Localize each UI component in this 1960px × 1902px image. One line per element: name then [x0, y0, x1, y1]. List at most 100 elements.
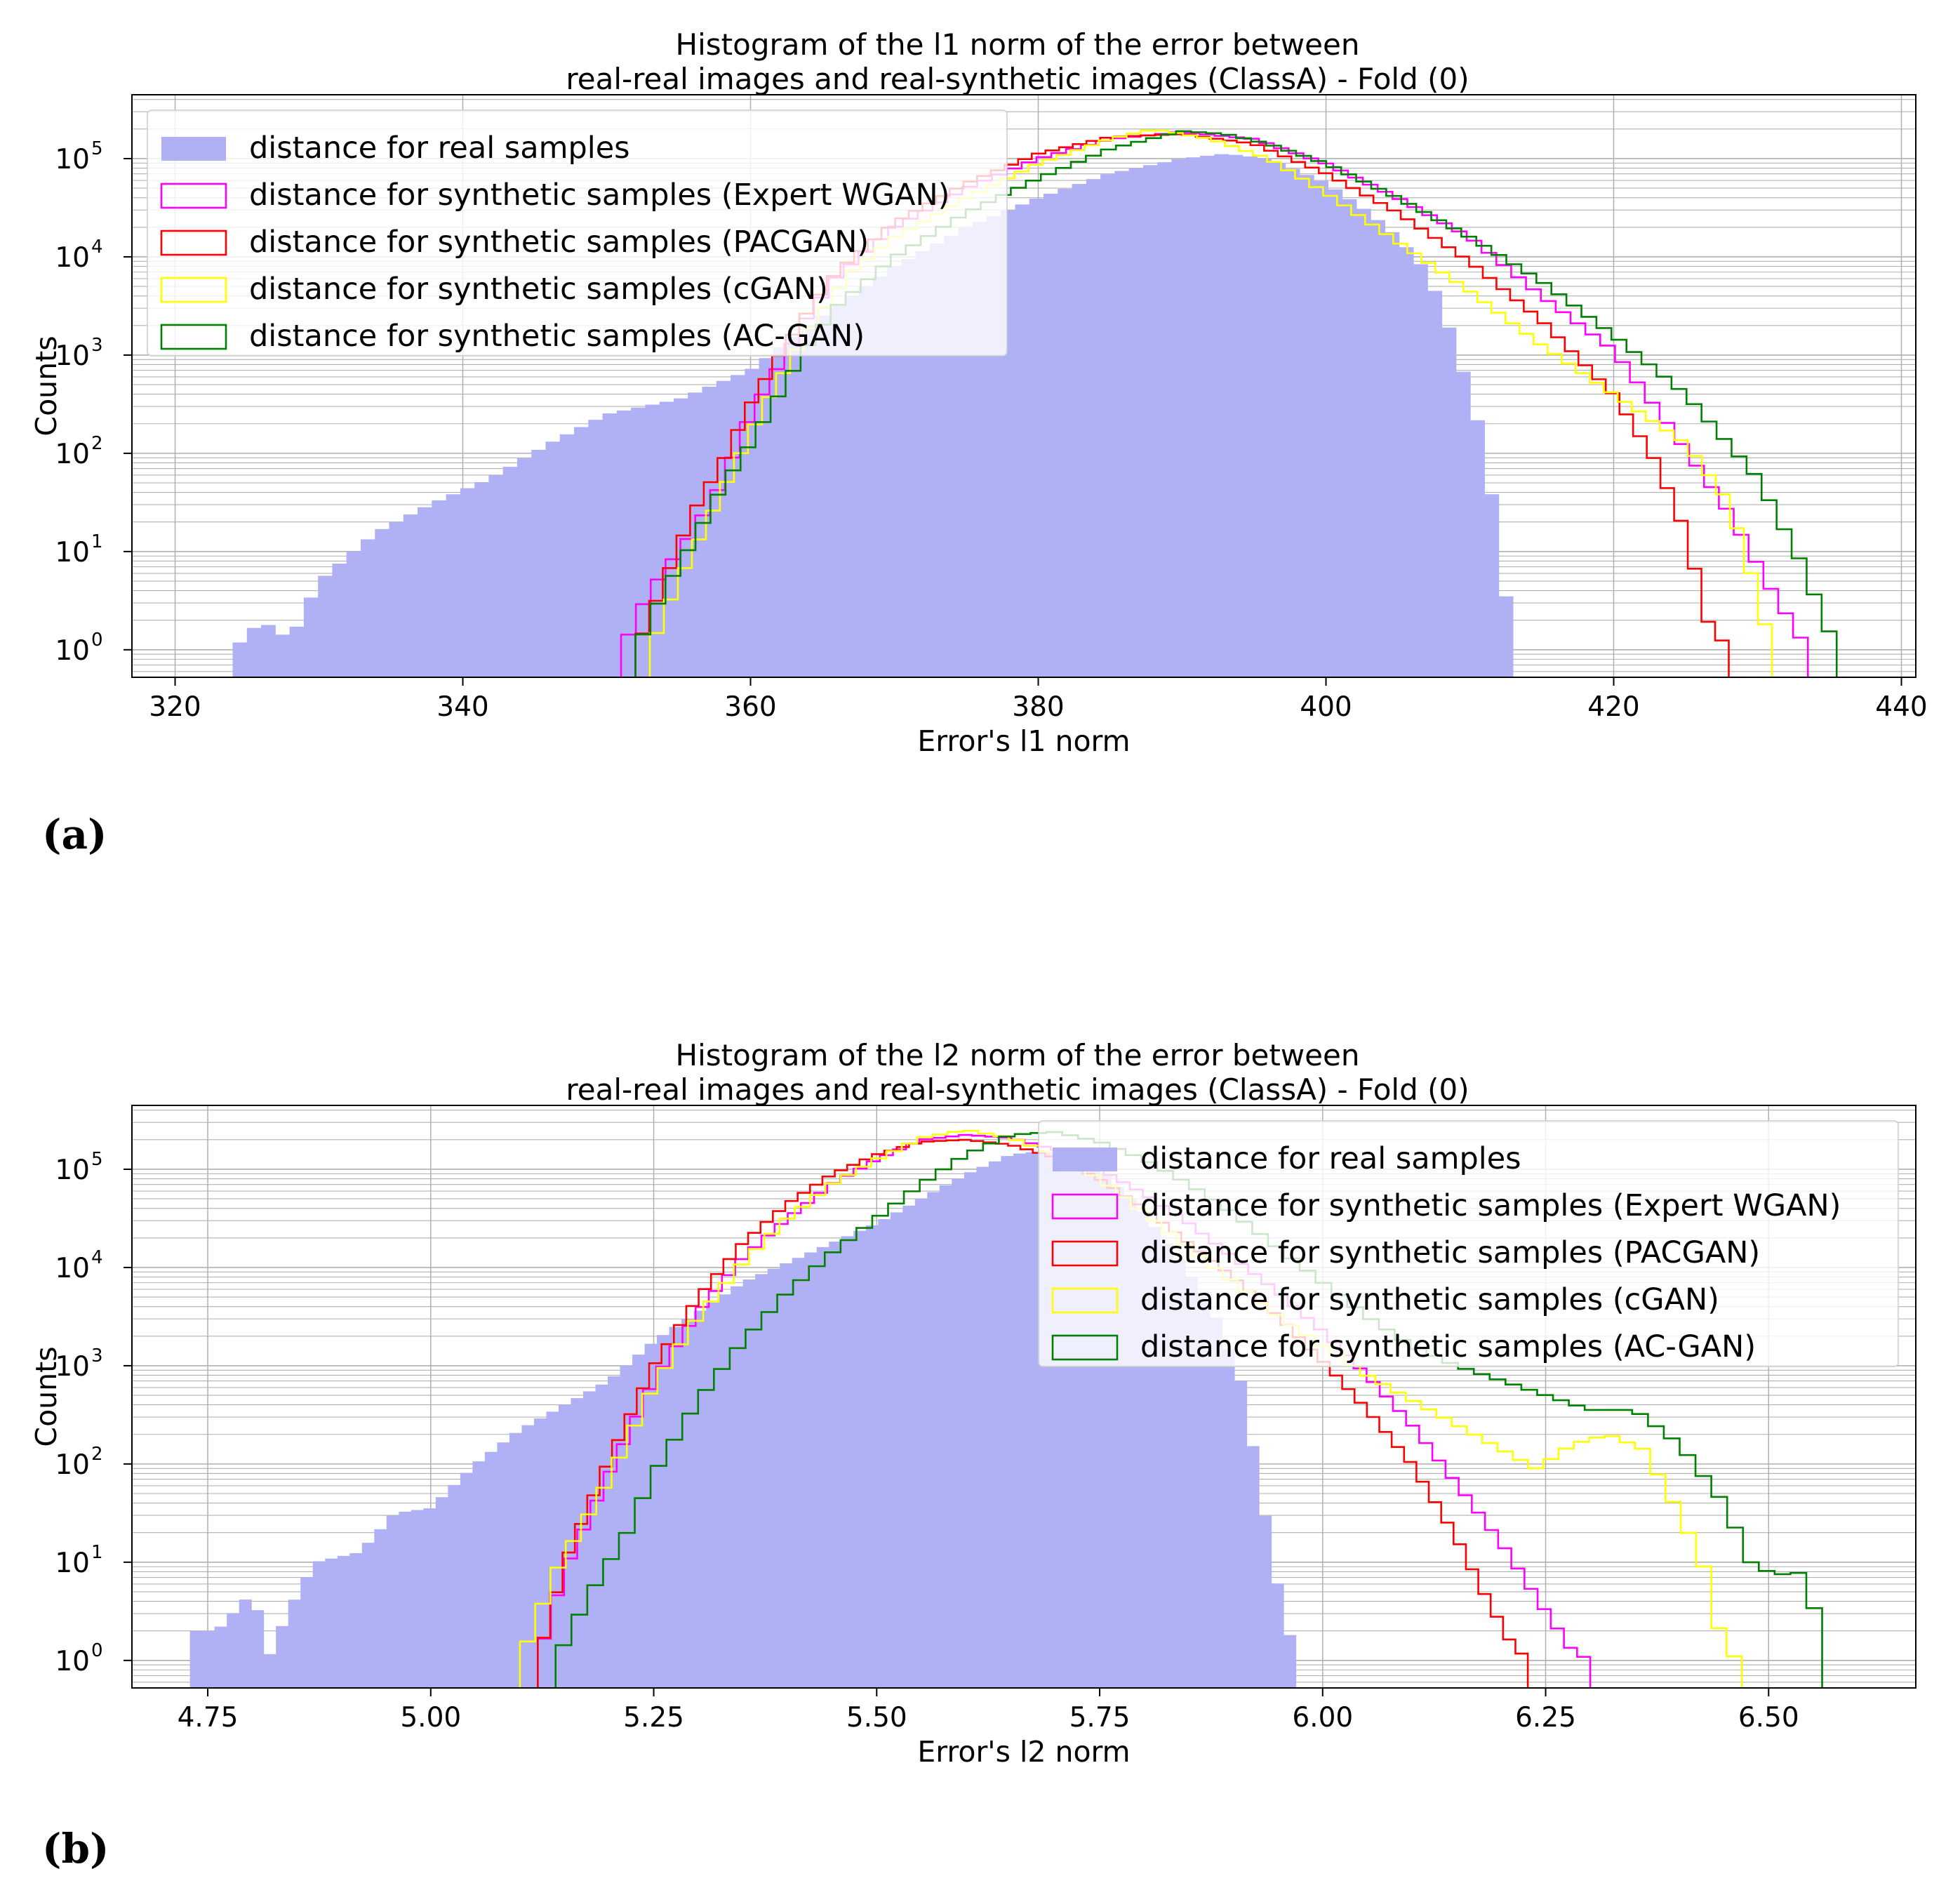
real-bar	[767, 1268, 780, 1688]
real-bar	[1427, 291, 1443, 677]
real-bar	[516, 458, 532, 677]
real-bar	[659, 401, 674, 677]
x-axis-label: Error's l1 norm	[917, 724, 1130, 758]
panel-label-a: (a)	[42, 811, 107, 858]
x-tick-label: 6.00	[1292, 1702, 1353, 1734]
real-bar	[497, 1442, 510, 1688]
real-bar	[1015, 204, 1030, 678]
real-bar	[595, 1384, 608, 1688]
real-bar	[474, 481, 489, 677]
real-bar	[1086, 179, 1101, 678]
real-bar	[509, 1432, 522, 1688]
real-bar	[780, 1263, 793, 1688]
y-axis-label: Counts	[29, 335, 63, 436]
real-bar	[361, 1543, 375, 1688]
legend-swatch-real	[161, 137, 226, 161]
real-bar	[887, 267, 902, 677]
real-bar	[976, 1166, 989, 1688]
real-bar	[878, 1219, 891, 1688]
real-bar	[403, 514, 418, 677]
real-bar	[718, 1294, 731, 1688]
real-bar	[1157, 162, 1172, 678]
x-tick-label: 5.25	[623, 1702, 684, 1734]
real-bar	[1259, 1515, 1272, 1688]
real-bar	[631, 407, 646, 677]
real-bar	[559, 434, 575, 677]
legend-swatch-pacgan	[160, 230, 227, 256]
legend: distance for real samples distance for sy…	[1038, 1120, 1899, 1367]
real-bar	[632, 1355, 646, 1688]
real-bar	[616, 410, 632, 677]
real-bar	[1058, 189, 1073, 677]
x-tick-label: 5.75	[1069, 1702, 1131, 1734]
real-bar	[872, 277, 888, 677]
real-bar	[588, 420, 604, 677]
real-bar	[602, 413, 618, 677]
real-bar	[1314, 180, 1328, 677]
legend-swatch-cgan	[1051, 1287, 1119, 1314]
y-tick-label: 10	[55, 439, 90, 470]
real-bar	[202, 1630, 215, 1688]
real-bar	[275, 634, 291, 677]
real-bar	[1413, 264, 1428, 677]
legend-swatch-ac-gan	[1051, 1334, 1119, 1361]
real-bar	[1498, 596, 1514, 677]
real-bar	[952, 1178, 965, 1688]
plot-frame	[131, 1105, 1916, 1689]
real-bar	[1484, 494, 1500, 677]
real-bar	[829, 1242, 842, 1688]
legend-label: distance for synthetic samples (AC-GAN)	[1140, 1329, 1756, 1364]
y-tick-exponent: 5	[91, 138, 103, 159]
x-tick-label: 4.75	[178, 1702, 239, 1734]
legend-swatch-real	[1053, 1148, 1117, 1171]
real-bar	[251, 1610, 265, 1688]
x-tick-label: 400	[1300, 691, 1352, 723]
real-bar	[533, 1418, 547, 1688]
real-bar	[1197, 1296, 1211, 1688]
y-tick-label: 10	[55, 635, 90, 667]
real-bar	[1001, 1156, 1014, 1688]
real-bar	[1185, 157, 1201, 677]
real-bar	[853, 1230, 867, 1688]
legend-swatch-expert-wgan	[1051, 1193, 1119, 1220]
real-bar	[545, 441, 561, 677]
chart-title-line2: real-real images and real-synthetic imag…	[566, 1072, 1469, 1107]
real-bar	[288, 1600, 301, 1688]
real-bar	[681, 1319, 695, 1688]
real-bar	[386, 1515, 399, 1688]
x-tick-label: 5.00	[400, 1702, 461, 1734]
chart-l2-norm: Histogram of the l2 norm of the error be…	[29, 1038, 1916, 1769]
real-bar	[239, 1600, 252, 1688]
real-bar	[902, 1205, 916, 1688]
y-tick-exponent: 5	[91, 1149, 103, 1170]
y-tick-label: 10	[55, 1155, 90, 1186]
real-bar	[374, 1529, 387, 1688]
real-histogram	[232, 154, 1514, 678]
real-bar	[1284, 1635, 1297, 1688]
y-tick-exponent: 2	[91, 433, 103, 454]
real-bar	[1257, 158, 1272, 678]
real-bar	[484, 1451, 498, 1688]
real-bar	[546, 1411, 559, 1688]
real-bar	[488, 475, 504, 677]
y-tick-exponent: 4	[91, 1247, 103, 1268]
real-bar	[706, 1302, 719, 1688]
real-bar	[263, 1654, 276, 1688]
real-bar	[1210, 1317, 1223, 1688]
real-bar	[411, 1510, 424, 1688]
real-bar	[1171, 159, 1187, 677]
real-bar	[227, 1613, 240, 1688]
real-bar	[815, 315, 831, 678]
y-tick-label: 10	[55, 1646, 90, 1677]
chart-title-line2: real-real images and real-synthetic imag…	[566, 62, 1469, 96]
series-step-pacgan	[537, 1138, 1529, 1688]
x-axis-label: Error's l2 norm	[917, 1735, 1130, 1769]
x-tick-label: 440	[1875, 691, 1927, 723]
real-bar	[460, 1472, 473, 1688]
real-bar	[1142, 165, 1158, 677]
y-tick-label: 10	[55, 1548, 90, 1579]
real-bar	[346, 551, 361, 677]
real-bar	[472, 1461, 486, 1688]
real-bar	[1185, 1277, 1199, 1688]
real-bar	[214, 1626, 227, 1688]
